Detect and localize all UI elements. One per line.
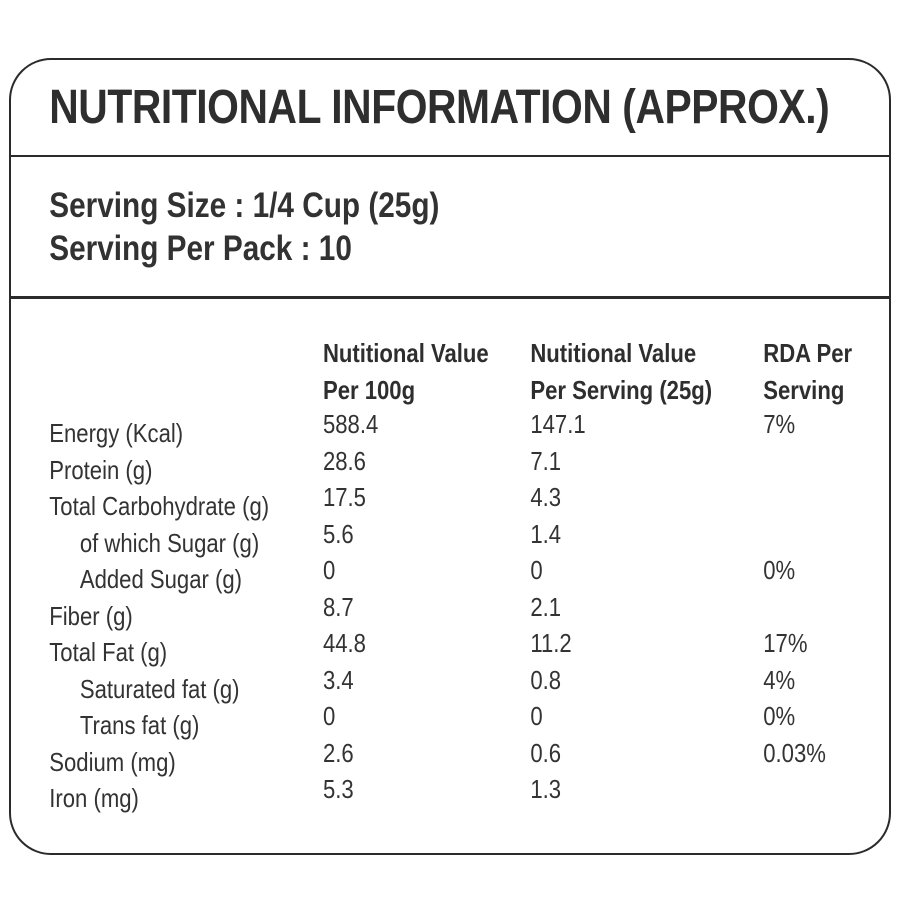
row-value-per-100g: 5.3 xyxy=(322,774,354,804)
row-value-rda xyxy=(763,780,889,817)
header-rda-line2: Serving xyxy=(763,375,845,405)
serving-per-pack-text: Serving Per Pack : 10 xyxy=(49,229,352,268)
row-value-rda xyxy=(763,488,889,525)
table-row: Saturated fat (g) 3.4 0.8 4% xyxy=(49,664,889,708)
row-value-per-100g: 5.6 xyxy=(322,518,354,549)
row-value-rda: 4% xyxy=(763,664,796,695)
serving-section: Serving Size : 1/4 Cup (25g) Serving Per… xyxy=(11,157,889,296)
table-row: Trans fat (g) 0 0 0% xyxy=(49,701,889,744)
row-value-per-100g: 3.4 xyxy=(322,664,354,695)
row-nutrient-label: Saturated fat (g) xyxy=(79,673,240,704)
page-title: NUTRITIONAL INFORMATION (APPROX.) xyxy=(49,81,830,134)
table-row: Fiber (g) 8.7 2.1 xyxy=(49,591,889,635)
row-nutrient-label: Total Fat (g) xyxy=(49,637,168,667)
table-row: Total Fat (g) 44.8 11.2 17% xyxy=(49,628,889,671)
row-value-per-100g: 8.7 xyxy=(322,591,354,622)
nutrition-table: Nutitional Value Per 100g Nutitional Val… xyxy=(11,299,889,817)
table-header-row: Nutitional Value Per 100g Nutitional Val… xyxy=(49,335,889,409)
label-content: NUTRITIONAL INFORMATION (APPROX.) Servin… xyxy=(11,60,889,817)
row-nutrient-label: Sodium (mg) xyxy=(49,746,176,777)
header-per-100g-line2: Per 100g xyxy=(322,375,416,405)
row-value-per-100g: 588.4 xyxy=(322,409,379,439)
header-rda: RDA Per Serving xyxy=(763,335,889,409)
row-nutrient-label: Fiber (g) xyxy=(49,600,133,631)
row-value-rda: 0% xyxy=(763,701,796,731)
row-value-per-serving: 0 xyxy=(530,701,543,731)
row-value-rda: 7% xyxy=(763,409,796,439)
table-row: Iron (mg) 5.3 1.3 xyxy=(49,774,889,817)
row-value-rda: 17% xyxy=(763,628,808,658)
row-value-per-serving: 147.1 xyxy=(530,409,586,439)
row-nutrient-label: Iron (mg) xyxy=(49,783,139,813)
row-nutrient-label: Trans fat (g) xyxy=(79,710,200,740)
header-per-100g-line1: Nutitional Value xyxy=(322,338,489,368)
row-value-per-serving: 0 xyxy=(530,555,543,585)
row-value-per-100g: 0 xyxy=(322,555,336,585)
row-value-per-100g: 2.6 xyxy=(322,737,354,768)
divider-under-serving xyxy=(11,296,889,299)
row-value-per-serving: 7.1 xyxy=(530,445,562,476)
table-row: Total Carbohydrate (g) 17.5 4.3 xyxy=(49,482,889,525)
nutrition-label-box: NUTRITIONAL INFORMATION (APPROX.) Servin… xyxy=(9,58,891,855)
row-value-per-serving: 11.2 xyxy=(530,628,572,658)
row-value-rda: 0% xyxy=(763,555,796,585)
title-section: NUTRITIONAL INFORMATION (APPROX.) xyxy=(11,60,889,155)
header-spacer xyxy=(49,335,323,409)
row-value-per-100g: 44.8 xyxy=(322,628,366,658)
row-nutrient-label: Added Sugar (g) xyxy=(79,564,243,594)
row-nutrient-label: Protein (g) xyxy=(49,454,153,485)
row-nutrient-label: Total Carbohydrate (g) xyxy=(49,491,270,521)
table-row: Protein (g) 28.6 7.1 xyxy=(49,445,889,489)
table-row: of which Sugar (g) 5.6 1.4 xyxy=(49,518,889,562)
table-row: Energy (Kcal) 588.4 147.1 7% xyxy=(49,409,889,452)
row-value-per-100g: 0 xyxy=(322,701,336,731)
row-value-rda: 0.03% xyxy=(763,737,826,768)
header-per-serving-line1: Nutitional Value xyxy=(530,338,697,368)
row-value-per-serving: 1.3 xyxy=(530,774,562,804)
row-value-per-serving: 2.1 xyxy=(530,591,562,622)
row-value-per-serving: 1.4 xyxy=(530,518,562,549)
row-value-per-100g: 17.5 xyxy=(322,482,366,512)
row-nutrient-label: Energy (Kcal) xyxy=(49,418,184,448)
table-row: Sodium (mg) 2.6 0.6 0.03% xyxy=(49,737,889,781)
divider-under-title xyxy=(11,155,889,157)
serving-size-text: Serving Size : 1/4 Cup (25g) xyxy=(49,186,440,225)
header-per-serving-line2: Per Serving (25g) xyxy=(530,375,713,405)
row-value-per-serving: 0.6 xyxy=(530,737,562,768)
header-per-100g: Nutitional Value Per 100g xyxy=(323,335,530,409)
header-rda-line1: RDA Per xyxy=(763,338,853,368)
table-row: Added Sugar (g) 0 0 0% xyxy=(49,555,889,598)
header-per-serving: Nutitional Value Per Serving (25g) xyxy=(530,335,763,409)
row-nutrient-label: of which Sugar (g) xyxy=(79,527,260,558)
row-value-per-100g: 28.6 xyxy=(322,445,366,476)
row-value-per-serving: 0.8 xyxy=(530,664,562,695)
row-value-per-serving: 4.3 xyxy=(530,482,562,512)
table-body: Energy (Kcal) 588.4 147.1 7% Protei xyxy=(49,409,889,817)
row-value-rda xyxy=(763,452,889,489)
